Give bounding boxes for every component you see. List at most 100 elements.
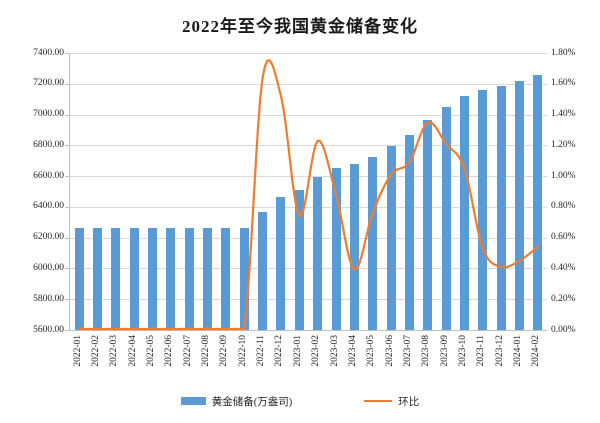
y-axis-tick: [65, 299, 69, 301]
x-axis-label: 2024-02: [531, 335, 542, 367]
legend-item-gold-reserve: 黄金储备(万盎司): [180, 394, 293, 409]
bar: [184, 227, 194, 330]
y-axis-tick: [65, 53, 69, 54]
bar: [368, 156, 378, 330]
bar: [441, 107, 451, 330]
y-axis-left-label: 5800.00: [33, 293, 64, 304]
y-axis-tick: [65, 330, 69, 331]
bar: [203, 227, 213, 330]
x-axis-label: 2023-06: [384, 335, 395, 367]
y-axis-right-label: 1.00%: [551, 170, 576, 181]
y-axis-right-label: 0.00%: [551, 324, 576, 335]
gridline: [70, 299, 547, 301]
y-axis-left-label: 5600.00: [33, 324, 64, 335]
y-axis-left-label: 7200.00: [33, 78, 64, 89]
bar: [313, 177, 323, 330]
gridline: [70, 268, 547, 270]
bar: [221, 227, 231, 330]
bar: [423, 120, 433, 330]
chart-title: 2022年至今我国黄金储备变化: [182, 17, 418, 36]
y-axis-left-label: 6800.00: [33, 139, 64, 150]
x-axis-label: 2022-04: [127, 335, 138, 367]
y-axis-right-label: 1.60%: [551, 78, 576, 89]
bar: [404, 134, 414, 330]
y-axis-right-label: 0.40%: [551, 262, 576, 273]
x-axis-label: 2023-08: [421, 335, 432, 367]
bar: [331, 168, 341, 330]
y-axis-left-label: 6200.00: [33, 232, 64, 243]
bar: [111, 227, 121, 330]
x-axis-label: 2022-03: [109, 335, 120, 367]
bar: [258, 211, 268, 330]
y-axis-tick: [65, 176, 69, 178]
x-axis-label: 2022-11: [256, 335, 267, 367]
legend: 黄金储备(万盎司) 环比: [0, 392, 600, 410]
line-swatch: [364, 399, 393, 403]
x-axis-label: 2022-05: [146, 335, 157, 367]
mom-change-line: [78, 59, 539, 331]
x-axis-label: 2022-06: [164, 335, 175, 367]
bar: [478, 90, 488, 330]
bar-swatch: [180, 397, 206, 405]
bar: [276, 197, 286, 330]
y-axis-right-label: 0.20%: [551, 293, 576, 304]
x-axis-label: 2023-05: [366, 335, 377, 367]
x-axis-label: 2023-09: [439, 335, 450, 367]
bar: [148, 227, 158, 330]
bar: [239, 227, 249, 330]
y-axis-tick: [65, 206, 69, 208]
x-axis-label: 2023-10: [457, 335, 468, 367]
x-axis-label: 2024-01: [512, 335, 523, 367]
bar: [93, 227, 103, 330]
x-axis-label: 2023-07: [402, 335, 413, 367]
x-axis-label: 2022-09: [219, 335, 230, 367]
bar: [533, 74, 543, 330]
x-axis-label: 2023-02: [311, 335, 322, 367]
plot-area: [69, 53, 547, 331]
x-axis-label: 2023-12: [494, 335, 505, 367]
x-axis-label: 2022-10: [237, 335, 248, 367]
bar: [514, 80, 524, 330]
bar: [74, 227, 84, 330]
y-axis-right-label: 1.40%: [551, 109, 576, 120]
bar: [294, 189, 304, 330]
legend-item-mom-change: 环比: [364, 394, 419, 409]
legend-label-mom-change: 环比: [398, 396, 420, 408]
bar: [349, 164, 359, 330]
x-axis-label: 2022-08: [201, 335, 212, 367]
gridline: [70, 53, 547, 54]
line-series: [78, 59, 539, 331]
x-axis-label: 2023-03: [329, 335, 340, 367]
legend-label-gold-reserve: 黄金储备(万盎司): [211, 396, 293, 408]
y-axis-tick: [65, 268, 69, 270]
y-axis-left-label: 6600.00: [33, 170, 64, 181]
y-axis-right-label: 1.80%: [551, 47, 576, 58]
y-axis-left-label: 7000.00: [33, 109, 64, 120]
gridline: [70, 83, 547, 85]
y-axis-left-label: 6000.00: [33, 262, 64, 273]
y-axis-right-label: 0.60%: [551, 232, 576, 243]
y-axis-right-label: 0.80%: [551, 201, 576, 212]
x-axis-label: 2023-01: [292, 335, 303, 367]
bar: [496, 85, 506, 330]
x-axis-label: 2023-04: [347, 335, 358, 367]
gridline: [70, 145, 547, 147]
y-axis-left-label: 6400.00: [33, 201, 64, 212]
x-axis-label: 2022-12: [274, 335, 285, 367]
bar: [459, 96, 469, 330]
gridline: [70, 114, 547, 116]
y-axis-tick: [65, 237, 69, 239]
bar: [166, 227, 176, 330]
y-axis-right-label: 1.20%: [551, 139, 576, 150]
x-axis-label: 2022-02: [91, 335, 102, 367]
x-axis-label: 2023-11: [476, 335, 487, 367]
y-axis-tick: [65, 83, 69, 85]
x-axis-label: 2022-07: [182, 335, 193, 367]
y-axis-left-label: 7400.00: [33, 47, 64, 58]
gridline: [70, 237, 547, 239]
y-axis-tick: [65, 114, 69, 116]
gridline: [70, 206, 547, 208]
x-axis-label: 2022-01: [72, 335, 83, 367]
y-axis-tick: [65, 145, 69, 147]
